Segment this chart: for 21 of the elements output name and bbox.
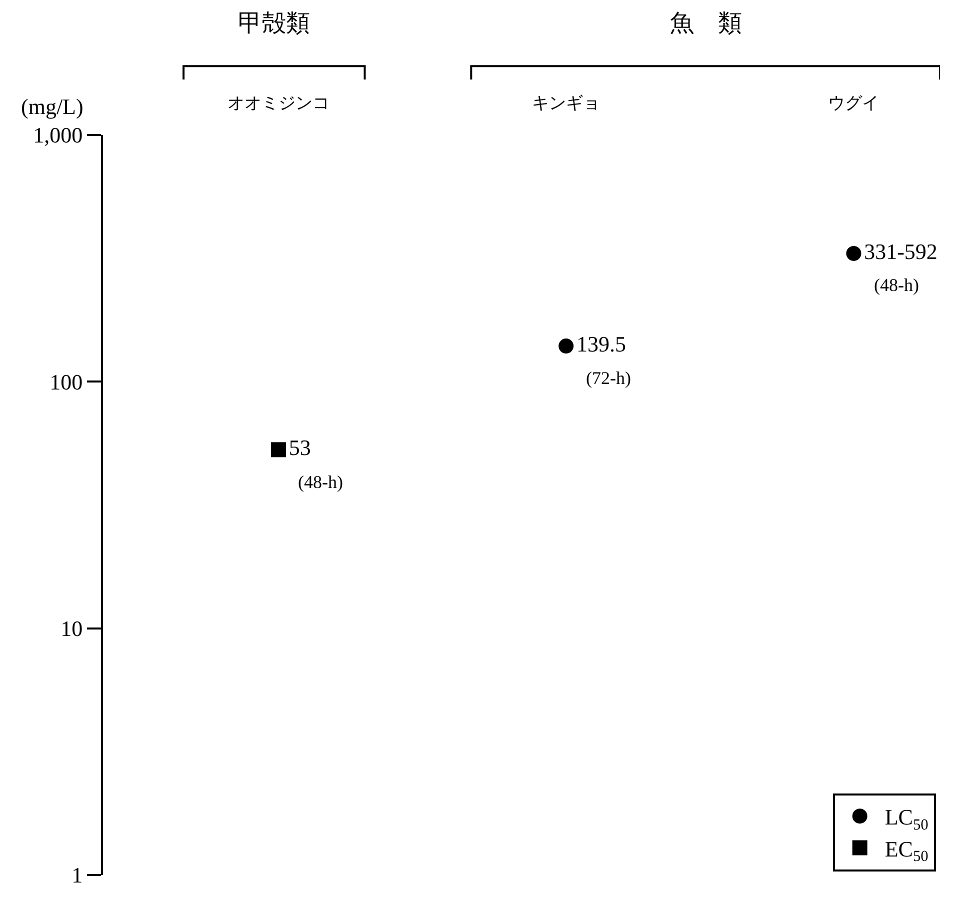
data-label: 139.5: [576, 332, 626, 357]
text: 甲殻類: [238, 9, 310, 37]
annotation: (72-h): [586, 368, 631, 388]
y-tick-label: 100: [50, 369, 83, 394]
y-axis-title: (mg/L): [21, 94, 84, 119]
legend-label: LC$_{50}$: [884, 804, 929, 834]
annotation: (48-h): [874, 275, 919, 295]
y-tick-label: 1,000: [33, 122, 83, 148]
data-label: 53: [288, 435, 311, 460]
x-tick-label: キンギョ: [532, 94, 600, 114]
x-tick-label: ウグイ: [828, 94, 880, 114]
y-tick-label: 10: [60, 616, 83, 642]
y-tick-label: 1: [72, 862, 83, 888]
point: [846, 246, 862, 261]
x-tick-label: オオミジンコ: [227, 94, 330, 114]
legend-label: EC$_{50}$: [884, 836, 929, 865]
text: 魚 類: [670, 9, 742, 37]
point: [270, 442, 286, 458]
annotation: (48-h): [298, 472, 343, 492]
point: [558, 338, 574, 354]
data-label: 331-592: [864, 238, 938, 264]
